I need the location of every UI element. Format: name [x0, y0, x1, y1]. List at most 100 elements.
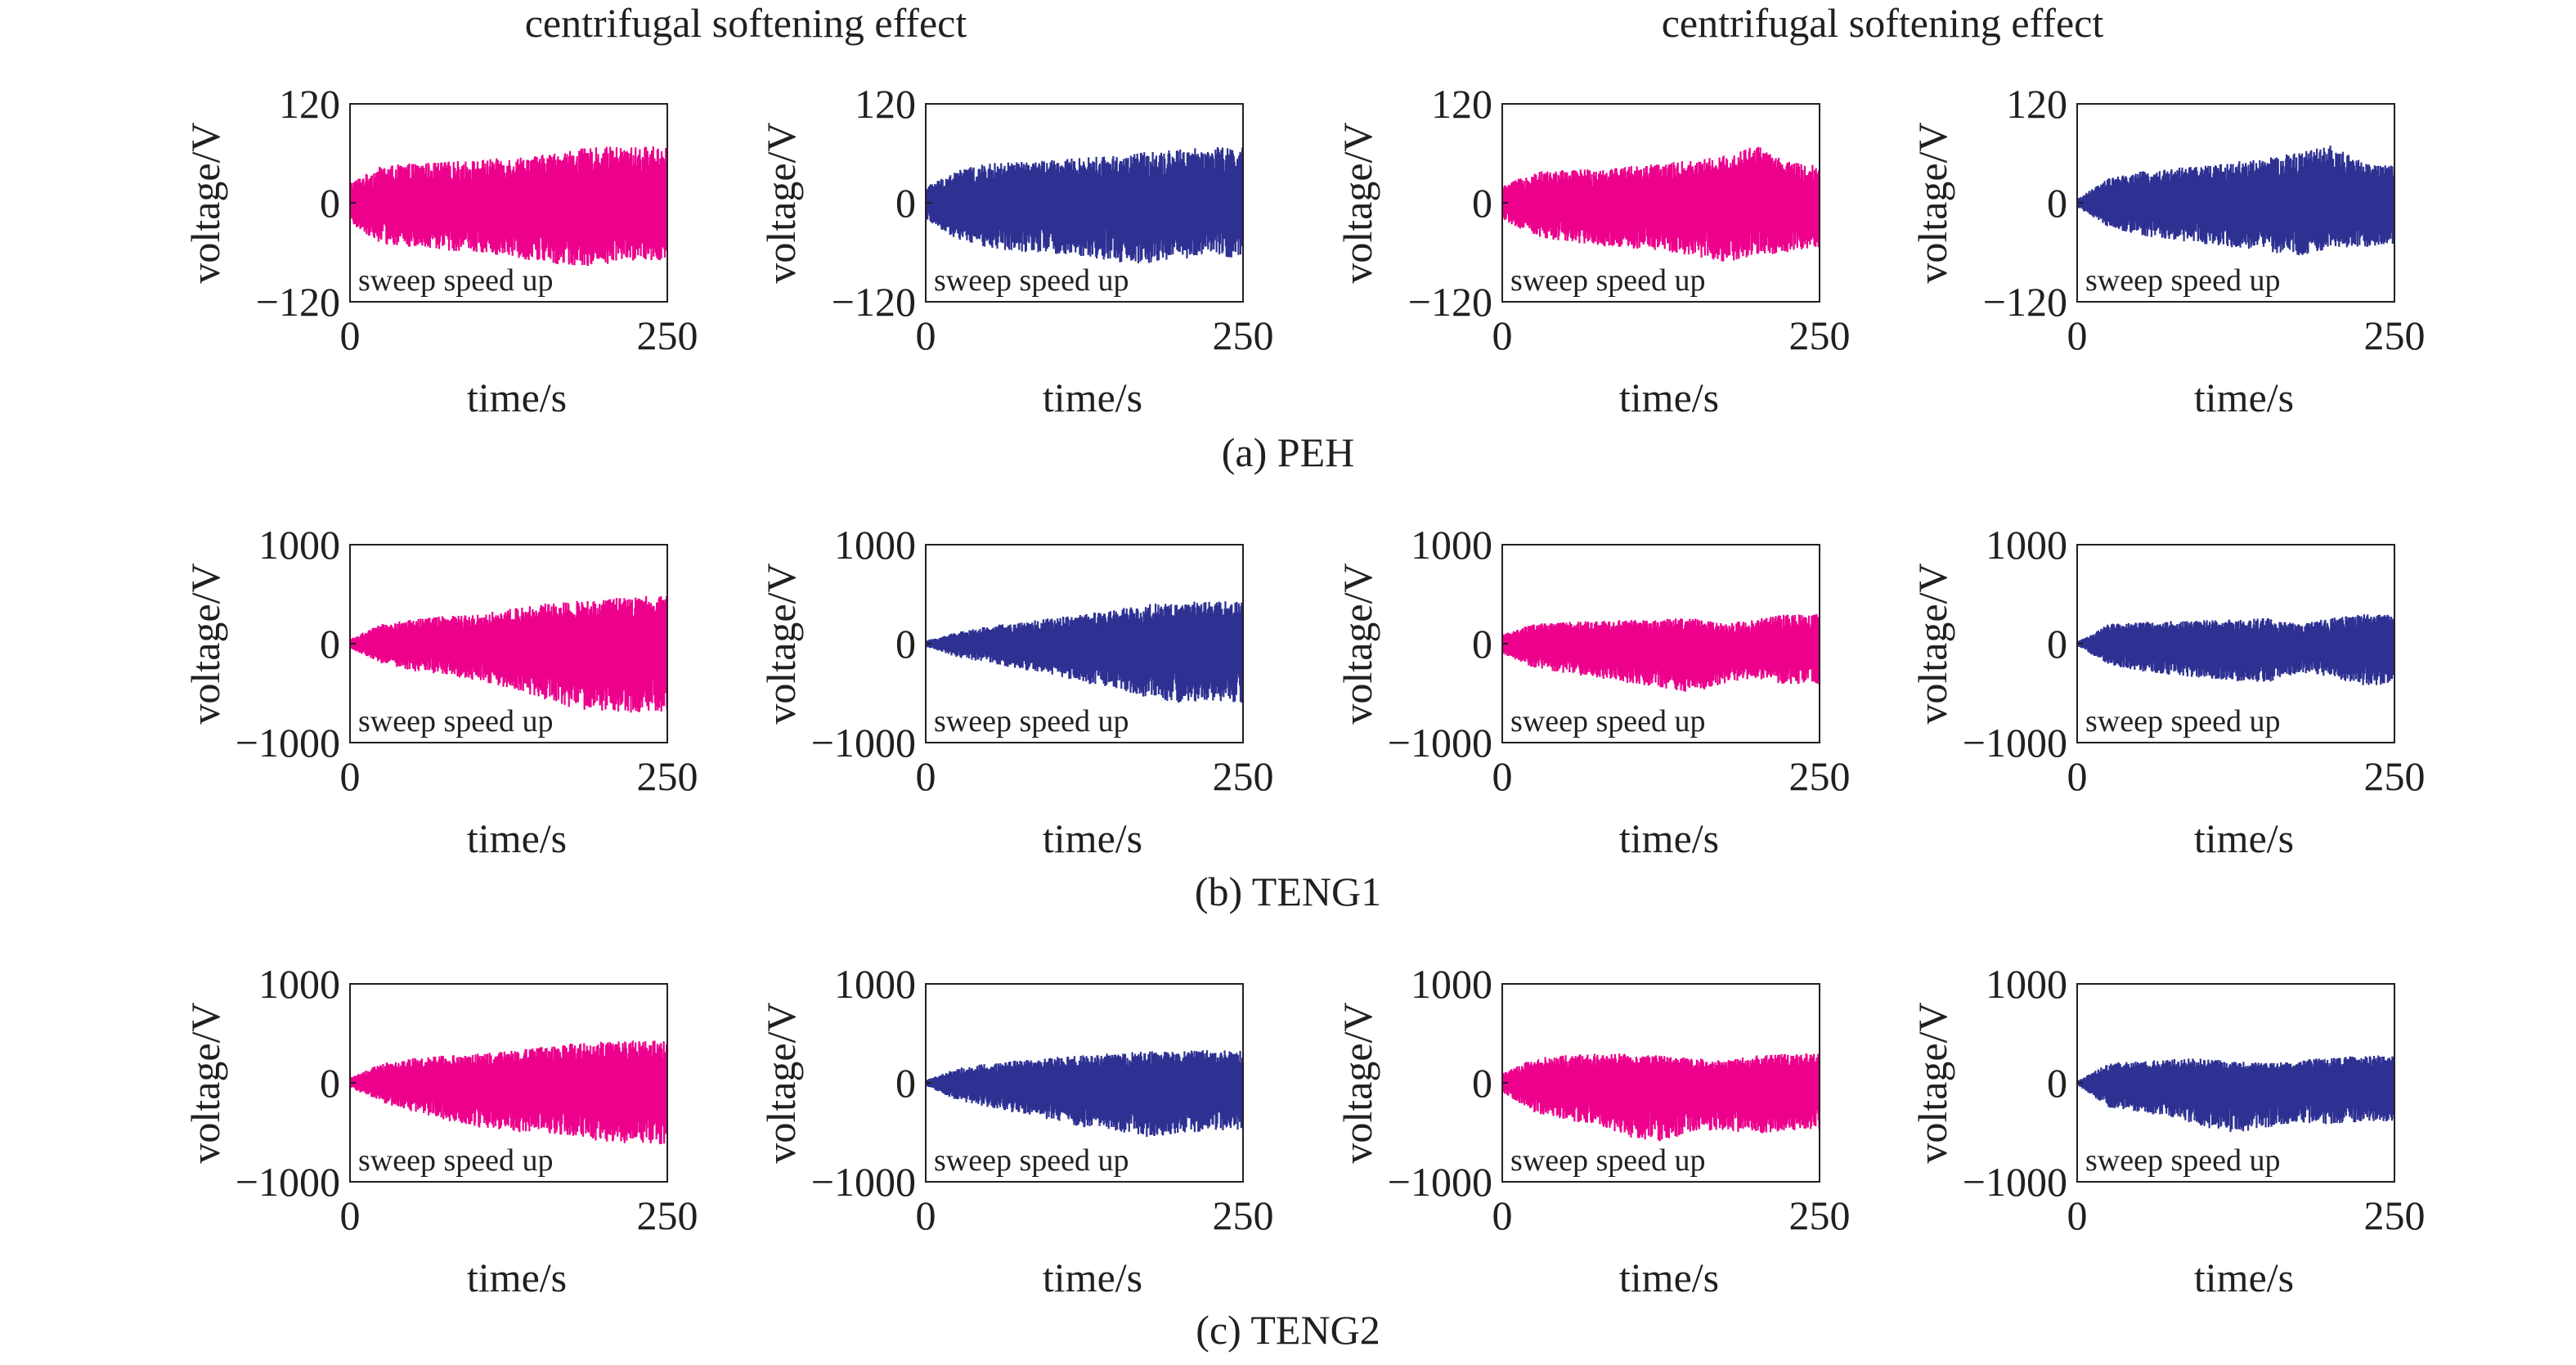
x-tick-label: 0 — [1492, 753, 1513, 799]
voltage-series — [2077, 613, 2394, 685]
y-tick-label: 120 — [279, 81, 340, 127]
x-tick-label: 250 — [1789, 753, 1851, 799]
y-tick-label: 0 — [895, 1060, 916, 1106]
sweep-annotation: sweep speed up — [2085, 263, 2280, 298]
x-tick-label: 250 — [1213, 312, 1274, 358]
x-tick-label: 0 — [1492, 312, 1513, 358]
y-tick-label: 1000 — [1411, 522, 1492, 568]
x-tick-label: 0 — [340, 753, 361, 799]
y-tick-label: 0 — [1472, 180, 1492, 226]
voltage-series — [350, 1040, 667, 1144]
y-tick-label: −1000 — [1388, 1159, 1492, 1205]
y-tick-label: 0 — [1472, 621, 1492, 667]
x-tick-label: 250 — [2364, 753, 2426, 799]
x-tick-label: 0 — [1492, 1192, 1513, 1238]
x-axis-label: time/s — [2194, 375, 2294, 420]
x-tick-label: 0 — [916, 312, 936, 358]
y-axis-label: voltage/V — [1910, 122, 1955, 283]
sweep-annotation: sweep speed up — [358, 704, 553, 739]
voltage-series — [926, 601, 1243, 703]
x-tick-label: 250 — [637, 753, 698, 799]
sweep-annotation: sweep speed up — [2085, 1143, 2280, 1178]
x-tick-label: 250 — [2364, 312, 2426, 358]
sweep-annotation: sweep speed up — [1510, 1143, 1705, 1178]
y-tick-label: −120 — [832, 279, 916, 325]
y-tick-label: 1000 — [834, 522, 916, 568]
y-axis-label: voltage/V — [758, 1002, 804, 1163]
y-tick-label: 120 — [2006, 81, 2067, 127]
voltage-series — [926, 146, 1243, 263]
y-tick-label: −1000 — [1963, 720, 2067, 766]
x-tick-label: 250 — [637, 312, 698, 358]
column-header-left: centrifugal softening effect — [525, 0, 967, 46]
x-axis-label: time/s — [2194, 815, 2294, 861]
sweep-annotation: sweep speed up — [2085, 704, 2280, 739]
y-tick-label: −1000 — [236, 1159, 340, 1205]
y-axis-label: voltage/V — [182, 1002, 228, 1163]
x-tick-label: 0 — [2067, 1192, 2088, 1238]
y-tick-label: 1000 — [1986, 522, 2067, 568]
column-header-right: centrifugal softening effect — [1662, 0, 2104, 46]
y-tick-label: 0 — [1472, 1060, 1492, 1106]
x-axis-label: time/s — [467, 1255, 567, 1300]
y-tick-label: 0 — [895, 621, 916, 667]
y-axis-label: voltage/V — [182, 122, 228, 283]
voltage-series — [1502, 613, 1820, 692]
x-axis-label: time/s — [1619, 375, 1719, 420]
y-tick-label: 1000 — [258, 961, 340, 1007]
x-tick-label: 250 — [1213, 753, 1274, 799]
x-tick-label: 0 — [340, 312, 361, 358]
voltage-series — [2077, 146, 2394, 256]
caption-teng1: (b) TENG1 — [1195, 869, 1381, 914]
y-tick-label: −1000 — [236, 720, 340, 766]
x-axis-label: time/s — [467, 375, 567, 420]
caption-teng2: (c) TENG2 — [1196, 1307, 1380, 1353]
sweep-annotation: sweep speed up — [934, 263, 1129, 298]
y-axis-label: voltage/V — [182, 563, 228, 724]
x-axis-label: time/s — [467, 815, 567, 861]
sweep-annotation: sweep speed up — [1510, 704, 1705, 739]
y-tick-label: 0 — [320, 621, 340, 667]
x-axis-label: time/s — [2194, 1255, 2294, 1300]
x-tick-label: 250 — [2364, 1192, 2426, 1238]
x-axis-label: time/s — [1043, 375, 1142, 420]
y-tick-label: 0 — [2047, 621, 2067, 667]
y-tick-label: 120 — [855, 81, 916, 127]
y-axis-label: voltage/V — [1335, 122, 1380, 283]
y-tick-label: −120 — [256, 279, 340, 325]
sweep-annotation: sweep speed up — [934, 1143, 1129, 1178]
y-axis-label: voltage/V — [1335, 563, 1380, 724]
y-tick-label: −1000 — [1963, 1159, 2067, 1205]
y-tick-label: 1000 — [1411, 961, 1492, 1007]
x-axis-label: time/s — [1619, 1255, 1719, 1300]
x-axis-label: time/s — [1043, 1255, 1142, 1300]
sweep-annotation: sweep speed up — [1510, 263, 1705, 298]
voltage-series — [350, 595, 667, 713]
column-headers: centrifugal softening effect centrifugal… — [525, 0, 2104, 46]
sweep-annotation: sweep speed up — [934, 704, 1129, 739]
y-tick-label: 0 — [320, 1060, 340, 1106]
y-tick-label: 1000 — [1986, 961, 2067, 1007]
x-tick-label: 0 — [916, 1192, 936, 1238]
x-tick-label: 0 — [2067, 312, 2088, 358]
y-tick-label: −1000 — [1388, 720, 1492, 766]
x-tick-label: 0 — [916, 753, 936, 799]
y-tick-label: −1000 — [811, 720, 916, 766]
voltage-series — [350, 146, 667, 267]
x-tick-label: 250 — [1789, 1192, 1851, 1238]
y-tick-label: −120 — [1408, 279, 1492, 325]
y-tick-label: 1000 — [834, 961, 916, 1007]
sweep-annotation: sweep speed up — [358, 263, 553, 298]
y-tick-label: 0 — [2047, 1060, 2067, 1106]
y-axis-label: voltage/V — [758, 122, 804, 283]
